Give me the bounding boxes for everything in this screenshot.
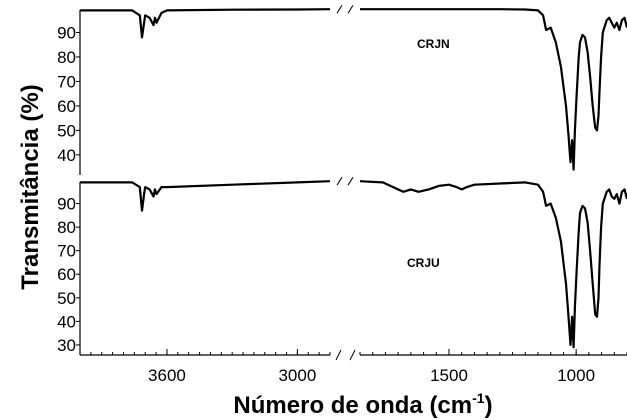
panel-label: CRJN: [417, 37, 450, 51]
series-crju-segment-1: [80, 180, 331, 212]
panel-crju: 30 40 50 60 70 80 90 CRJU: [57, 176, 627, 355]
axis-break-mark: [336, 176, 343, 186]
x-tick-label: 1000: [557, 366, 595, 385]
panel-crjn: 40 50 60 70 80 90 CRJN: [57, 4, 627, 175]
x-axis-title: Número de onda (cm-1): [233, 390, 492, 419]
panel-label: CRJU: [407, 256, 440, 270]
x-axis: 3600 3000 1500 1000: [79, 349, 627, 385]
axis-break-mark: [335, 349, 342, 361]
y-tick-label: 40: [57, 312, 76, 331]
x-axis-title-close: ): [485, 392, 493, 419]
y-tick-label: 30: [57, 336, 76, 355]
axis-break-mark: [347, 4, 354, 14]
y-tick-label: 50: [57, 121, 76, 140]
x-axis-title-main: Número de onda (cm: [233, 392, 472, 419]
series-crju-segment-2: [359, 180, 627, 349]
x-tick-label: 3000: [278, 366, 316, 385]
y-tick-label: 90: [57, 195, 76, 214]
y-tick-label: 80: [57, 48, 76, 67]
y-tick-label: 40: [57, 146, 76, 165]
y-tick-label: 60: [57, 265, 76, 284]
series-crjn-segment-2: [360, 8, 627, 171]
series-crjn-segment-1: [80, 8, 331, 39]
axis-break-mark: [349, 349, 356, 361]
x-axis-title-sup: -1: [472, 390, 485, 406]
x-tick-label: 1500: [430, 366, 468, 385]
y-tick-label: 80: [57, 218, 76, 237]
axis-break-mark: [347, 176, 354, 186]
y-tick-label: 70: [57, 72, 76, 91]
axis-break-mark: [336, 4, 343, 14]
y-axis-title: Transmitância (%): [17, 84, 44, 289]
y-tick-label: 90: [57, 23, 76, 42]
y-tick-label: 50: [57, 289, 76, 308]
x-tick-label: 3600: [148, 366, 186, 385]
chart-panels: 40 50 60 70 80 90 CRJN 30 40 50 60 70 80 90 CRJU: [57, 4, 627, 355]
y-tick-label: 70: [57, 242, 76, 261]
y-tick-label: 60: [57, 97, 76, 116]
